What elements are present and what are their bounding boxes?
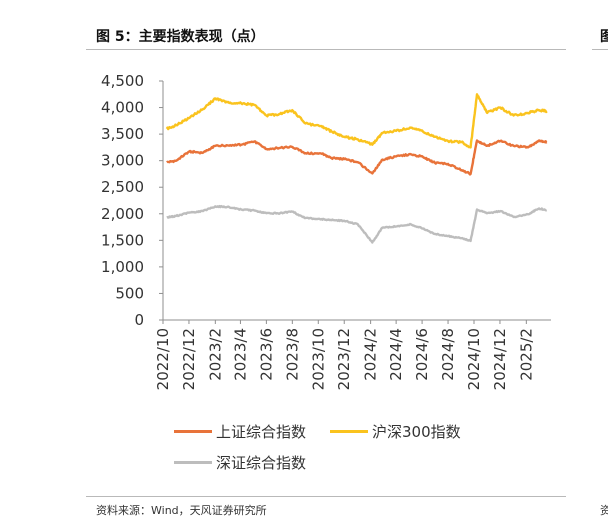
y-tick-label: 2,000: [101, 205, 144, 223]
legend-item-szse: 深证综合指数: [174, 452, 306, 473]
legend-label-sse: 上证综合指数: [216, 423, 307, 441]
adjacent-source-note: 资: [600, 504, 608, 517]
x-tick-label: 2024/2: [362, 328, 380, 381]
y-tick-label: 0: [134, 311, 144, 329]
legend-item-sse: 上证综合指数: [174, 421, 306, 442]
x-tick-label: 2024/6: [413, 328, 431, 381]
adjacent-header-divider: [592, 49, 608, 50]
x-tick-label: 2024/10: [465, 328, 483, 390]
y-tick-label: 4,500: [101, 72, 144, 90]
x-tick-label: 2024/4: [387, 328, 405, 381]
footer-divider: [86, 496, 566, 497]
legend-label-hs300: 沪深300指数: [372, 423, 461, 441]
x-tick-label: 2023/2: [206, 328, 224, 381]
x-tick-label: 2025/2: [517, 328, 535, 381]
y-tick-label: 3,500: [101, 125, 144, 143]
source-note: 资料来源：Wind，天风证券研究所: [96, 504, 267, 517]
x-tick-label: 2024/12: [491, 328, 509, 390]
series-line-sse: [166, 139, 548, 176]
x-tick-label: 2024/8: [439, 328, 457, 381]
x-tick-label: 2023/4: [231, 328, 249, 381]
legend-item-hs300: 沪深300指数: [330, 421, 461, 442]
series-line-hs300: [165, 93, 548, 149]
y-tick-label: 4,000: [101, 99, 144, 117]
x-tick-label: 2023/10: [309, 328, 327, 390]
legend-label-szse: 深证综合指数: [216, 454, 307, 472]
y-tick-label: 1,000: [101, 258, 144, 276]
adjacent-figure-title: 图: [600, 29, 608, 45]
series-line-szse: [166, 204, 548, 244]
header-divider: [86, 49, 566, 50]
x-tick-label: 2023/8: [283, 328, 301, 381]
x-tick-label: 2022/12: [180, 328, 198, 390]
y-tick-label: 1,500: [101, 231, 144, 249]
legend-swatch-hs300: [330, 430, 368, 433]
x-tick-label: 2022/10: [154, 328, 172, 390]
legend-swatch-szse: [174, 461, 212, 464]
figure-title: 图 5：主要指数表现（点）: [96, 29, 265, 45]
y-tick-label: 2,500: [101, 178, 144, 196]
legend-swatch-sse: [174, 430, 212, 433]
x-tick-label: 2023/12: [335, 328, 353, 390]
y-tick-label: 500: [115, 284, 144, 302]
x-tick-label: 2023/6: [257, 328, 275, 381]
y-tick-label: 3,000: [101, 152, 144, 170]
